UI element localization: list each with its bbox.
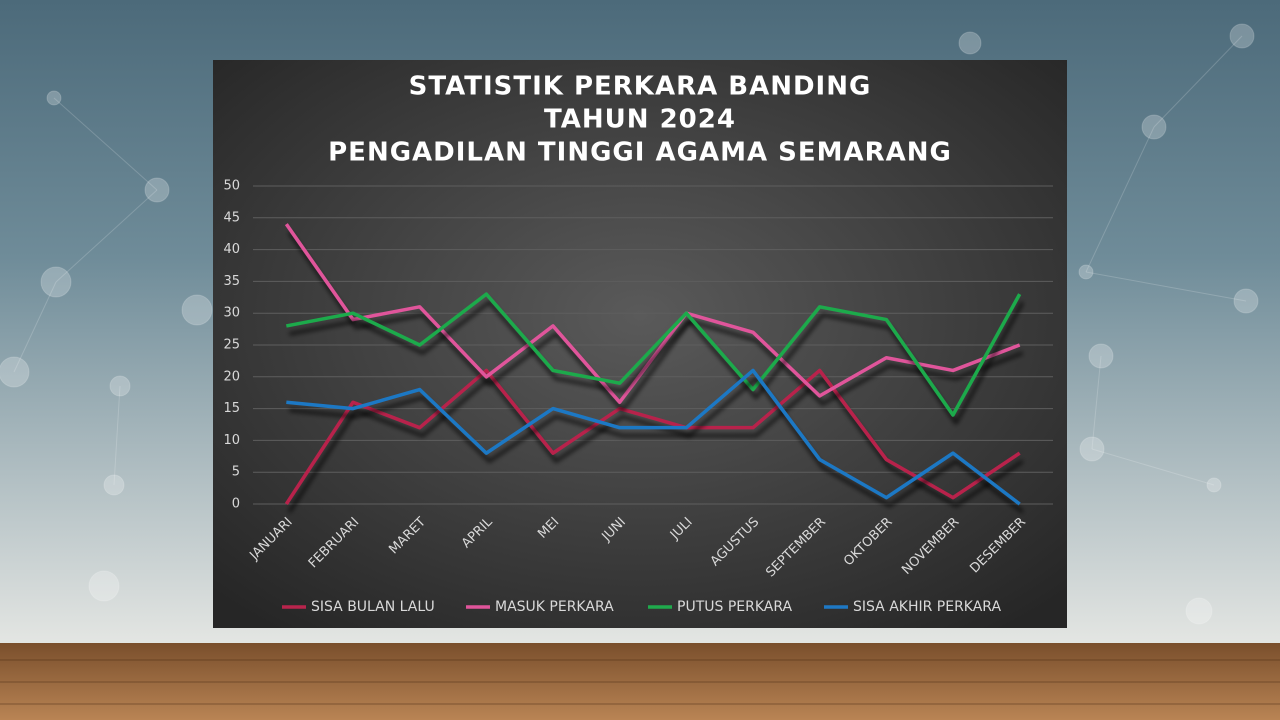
network-decoration	[0, 23, 1259, 625]
y-tick-label: 15	[223, 401, 240, 416]
chart-title: STATISTIK PERKARA BANDING	[409, 72, 872, 102]
y-tick-label: 35	[223, 274, 240, 289]
chart-title: PENGADILAN TINGGI AGAMA SEMARANG	[328, 138, 952, 168]
y-tick-label: 25	[223, 338, 240, 353]
chart-title: TAHUN 2024	[544, 105, 736, 135]
floor-boards	[0, 659, 1280, 705]
y-tick-label: 0	[232, 497, 240, 512]
y-tick-label: 45	[223, 210, 240, 225]
legend-label: MASUK PERKARA	[495, 599, 614, 615]
chart-panel	[213, 60, 1067, 628]
series-line	[286, 292, 1022, 417]
y-tick-label: 5	[232, 465, 240, 480]
y-tick-label: 20	[223, 369, 240, 384]
y-tick-label: 50	[223, 179, 240, 194]
legend-label: SISA AKHIR PERKARA	[853, 599, 1001, 615]
legend-label: PUTUS PERKARA	[677, 599, 793, 615]
y-tick-label: 10	[223, 433, 240, 448]
series-line	[284, 223, 1021, 404]
series-line	[286, 368, 1021, 506]
y-tick-label: 30	[223, 306, 240, 321]
legend-label: SISA BULAN LALU	[311, 599, 435, 615]
y-tick-label: 40	[223, 242, 240, 257]
series-line	[284, 368, 1021, 505]
